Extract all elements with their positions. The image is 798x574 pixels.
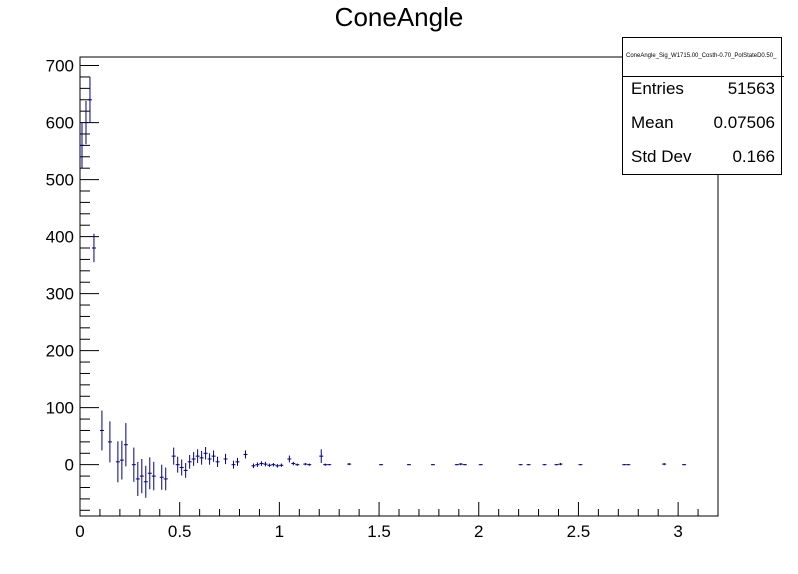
data-point xyxy=(243,450,248,459)
data-point xyxy=(526,464,531,466)
data-point xyxy=(163,467,168,491)
y-tick-label: 500 xyxy=(46,171,74,190)
data-point xyxy=(578,464,583,466)
data-point xyxy=(211,450,216,462)
data-point xyxy=(287,455,292,463)
data-point xyxy=(406,464,411,466)
data-point xyxy=(179,459,184,476)
data-point xyxy=(626,464,631,466)
data-point xyxy=(275,464,280,468)
data-point xyxy=(458,462,463,466)
data-point xyxy=(159,464,164,490)
data-point xyxy=(107,421,112,463)
data-point xyxy=(295,463,300,466)
data-point xyxy=(175,456,180,473)
data-point xyxy=(151,461,156,491)
y-tick-label: 600 xyxy=(46,114,74,133)
data-point xyxy=(251,463,256,469)
x-tick-label: 0 xyxy=(75,522,84,541)
data-point xyxy=(87,76,92,123)
x-tick-label: 2 xyxy=(474,522,483,541)
histogram-name: ConeAngle_Sig_W1715.00_Costh-0.70_PolSta… xyxy=(623,38,784,77)
data-point xyxy=(307,463,312,466)
stats-box: ConeAngle_Sig_W1715.00_Costh-0.70_PolSta… xyxy=(622,37,784,175)
data-point xyxy=(327,464,332,466)
data-point xyxy=(171,447,176,465)
y-tick-label: 200 xyxy=(46,342,74,361)
data-point xyxy=(123,423,128,467)
data-point xyxy=(291,461,296,466)
data-point xyxy=(143,465,148,498)
data-point xyxy=(207,453,212,465)
stat-label: Entries xyxy=(631,79,684,98)
y-tick-label: 0 xyxy=(65,456,74,475)
data-point xyxy=(255,462,260,467)
data-point xyxy=(662,462,667,466)
data-point xyxy=(131,447,136,482)
data-point xyxy=(323,463,328,466)
data-point xyxy=(203,447,208,460)
data-point xyxy=(462,464,467,466)
data-point xyxy=(135,461,140,497)
data-point xyxy=(119,440,124,480)
x-tick-label: 0.5 xyxy=(168,522,192,541)
data-point xyxy=(518,464,523,466)
stat-label: Mean xyxy=(631,113,674,132)
y-tick-label: 100 xyxy=(46,399,74,418)
data-point xyxy=(303,462,308,466)
data-point xyxy=(271,462,276,467)
data-point xyxy=(223,453,228,465)
y-tick-label: 400 xyxy=(46,228,74,247)
stat-value: 51563 xyxy=(727,79,775,98)
data-point xyxy=(379,464,384,466)
data-point xyxy=(231,460,236,469)
data-point xyxy=(91,233,96,263)
data-point xyxy=(279,463,284,467)
data-point xyxy=(215,456,220,467)
data-point xyxy=(319,449,324,463)
data-point xyxy=(183,462,188,478)
y-tick-label: 300 xyxy=(46,285,74,304)
stat-value: 0.07506 xyxy=(713,113,775,132)
x-tick-label: 1 xyxy=(275,522,284,541)
data-point xyxy=(554,464,559,466)
stat-value: 0.166 xyxy=(732,147,775,166)
data-point xyxy=(347,462,352,466)
data-point xyxy=(263,461,268,467)
stat-row-stddev: Std Dev 0.166 xyxy=(631,147,775,169)
y-axis-ticks: 0 100 200 300 400 500 600 700 xyxy=(46,57,99,511)
data-point xyxy=(80,122,84,169)
y-tick-label: 700 xyxy=(46,57,74,76)
x-tick-label: 3 xyxy=(673,522,682,541)
data-point xyxy=(430,464,435,466)
data-point xyxy=(478,464,483,466)
chart-title: ConeAngle xyxy=(334,2,464,32)
data-point xyxy=(267,463,272,467)
data-point xyxy=(139,458,144,494)
data-point xyxy=(235,457,240,466)
data-point xyxy=(558,462,563,466)
data-point xyxy=(99,410,104,451)
stat-label: Std Dev xyxy=(631,147,692,166)
data-point xyxy=(199,450,204,465)
data-point xyxy=(83,100,88,145)
data-point xyxy=(191,452,196,466)
data-point xyxy=(187,454,192,469)
x-tick-label: 2.5 xyxy=(567,522,591,541)
stat-row-entries: Entries 51563 xyxy=(631,79,775,101)
stat-row-mean: Mean 0.07506 xyxy=(631,113,775,135)
data-point xyxy=(259,461,264,466)
data-point xyxy=(542,464,547,466)
data-point xyxy=(115,441,120,483)
data-point xyxy=(622,464,627,466)
data-point xyxy=(147,457,152,490)
x-axis-ticks: 0 0.5 1 1.5 2 2.5 3 xyxy=(75,502,719,541)
data-point xyxy=(454,464,459,466)
data-point xyxy=(682,464,687,466)
x-tick-label: 1.5 xyxy=(367,522,391,541)
data-points xyxy=(80,76,687,498)
data-point xyxy=(195,449,200,463)
